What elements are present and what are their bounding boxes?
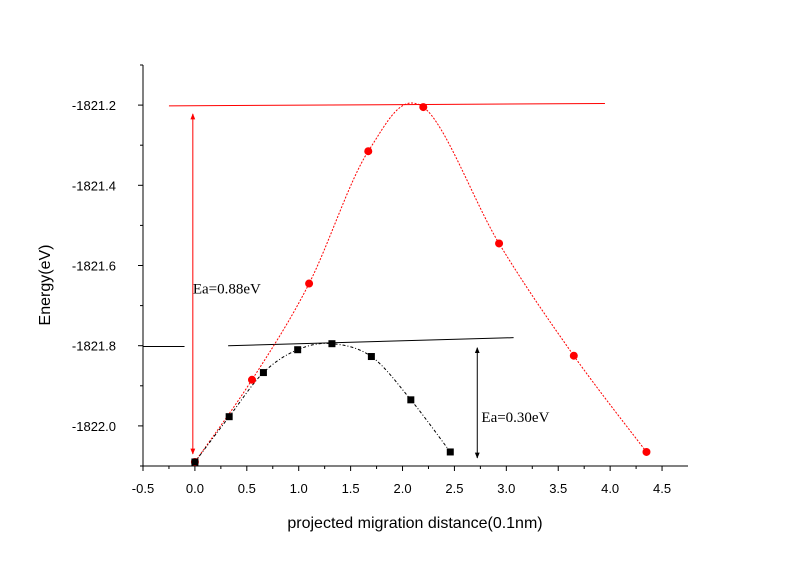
x-tick-label: 0.0 [186, 481, 204, 496]
series-markers [190, 103, 651, 466]
series-curves [194, 102, 647, 463]
x-tick-label: -0.5 [132, 481, 154, 496]
reference-line [228, 337, 514, 347]
x-tick-label: 4.5 [653, 481, 671, 496]
annotation-label: Ea=0.30eV [481, 410, 549, 426]
y-axis-title: Energy(eV) [37, 245, 54, 326]
x-tick-label: 3.0 [497, 481, 515, 496]
reference-lines [143, 102, 605, 348]
barrier-arrows [190, 113, 480, 459]
data-point [446, 448, 454, 456]
y-axis-ticks: -1822.0 -1821.8 -1821.6 -1821.4 -1821.2 [72, 64, 143, 467]
x-tick-label: 4.0 [601, 481, 619, 496]
x-tick-label: 2.0 [393, 481, 411, 496]
annotations: Ea=0.88eV Ea=0.30eV [193, 282, 550, 426]
data-point [367, 353, 375, 361]
data-point [225, 413, 233, 421]
data-point [419, 103, 428, 112]
x-axis-title: projected migration distance(0.1nm) [287, 515, 542, 532]
y-tick-label: -1821.4 [72, 178, 116, 193]
data-point [495, 239, 504, 248]
x-tick-label: 0.5 [238, 481, 256, 496]
x-tick-label: 3.5 [549, 481, 567, 496]
data-point [364, 147, 373, 156]
data-point [305, 279, 314, 288]
data-point [191, 458, 199, 466]
data-point [259, 369, 267, 377]
reference-line [168, 102, 605, 107]
x-tick-label: 1.0 [290, 481, 308, 496]
data-point [569, 351, 578, 360]
x-axis-ticks: -0.5 0.0 0.5 1.0 1.5 2.0 2.5 3.0 3.5 4.0 4.5 [132, 466, 671, 496]
data-point [407, 396, 415, 404]
data-point [248, 375, 256, 384]
data-point [328, 340, 336, 348]
series-line [194, 102, 647, 463]
y-tick-label: -1821.8 [72, 339, 116, 354]
annotation-label: Ea=0.88eV [193, 282, 261, 298]
y-tick-label: -1822.0 [72, 419, 116, 434]
y-tick-label: -1821.2 [72, 98, 116, 113]
data-point [642, 447, 651, 456]
x-tick-label: 1.5 [342, 481, 360, 496]
y-tick-label: -1821.6 [72, 259, 116, 274]
data-point [294, 346, 302, 354]
x-tick-label: 2.5 [445, 481, 463, 496]
